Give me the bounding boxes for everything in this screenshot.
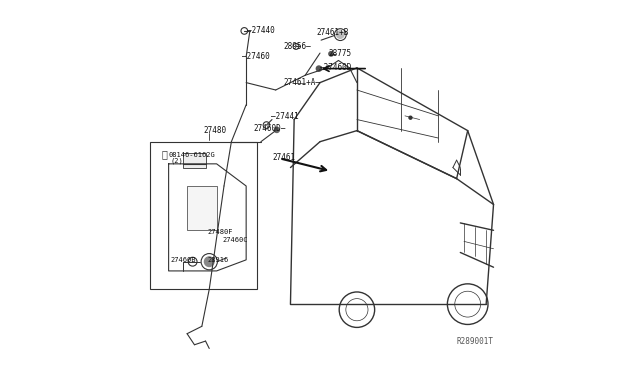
Circle shape (316, 66, 321, 71)
Text: 27480: 27480 (204, 126, 227, 135)
Text: 27460B: 27460B (170, 257, 196, 263)
Text: —27440: —27440 (246, 26, 275, 35)
Text: R289001T: R289001T (456, 337, 493, 346)
Text: 27460C: 27460C (222, 237, 248, 243)
Text: ←27460D: ←27460D (320, 63, 353, 72)
Text: 27461+B: 27461+B (316, 28, 349, 37)
Text: 27460D—: 27460D— (253, 124, 286, 133)
Text: 28916: 28916 (207, 257, 228, 263)
Text: —27460: —27460 (243, 52, 270, 61)
Bar (184, 153, 205, 167)
Bar (150, 142, 257, 289)
Text: 28956—: 28956— (283, 42, 311, 51)
Text: 08146-6162G: 08146-6162G (168, 152, 216, 158)
Circle shape (337, 31, 344, 38)
Bar (187, 186, 216, 230)
Circle shape (409, 116, 412, 119)
Text: 27480F: 27480F (207, 229, 233, 235)
Text: (2): (2) (170, 158, 183, 164)
Text: 27461: 27461 (272, 153, 295, 162)
Text: 27461+A—: 27461+A— (283, 78, 320, 87)
Circle shape (274, 127, 280, 132)
Text: 28775: 28775 (328, 49, 351, 58)
Text: Ⓢ: Ⓢ (162, 150, 168, 160)
Circle shape (204, 257, 214, 266)
Circle shape (329, 52, 333, 56)
Text: —27441: —27441 (271, 112, 298, 121)
